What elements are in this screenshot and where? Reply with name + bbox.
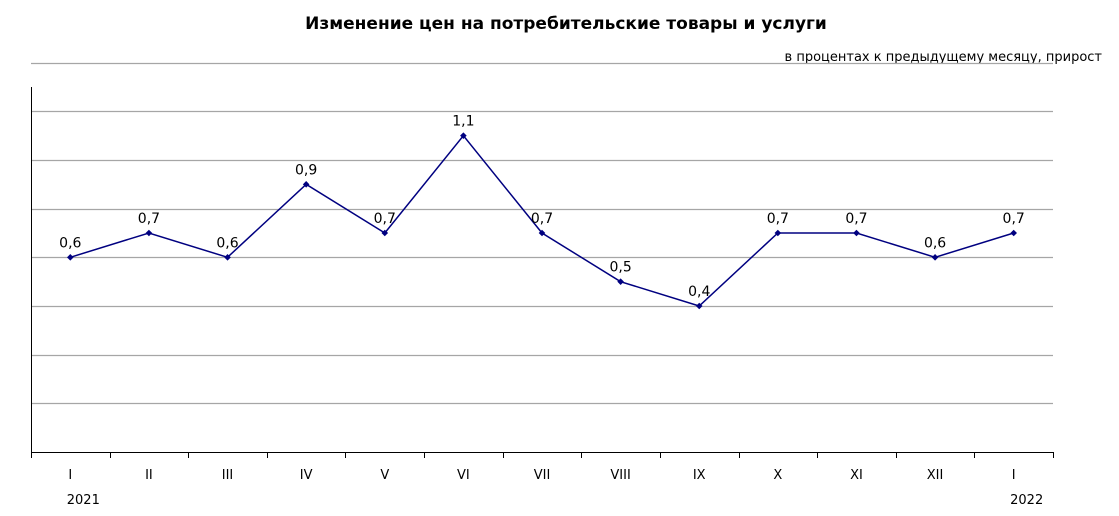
x-tick-label: X xyxy=(773,468,782,483)
data-point-marker xyxy=(617,278,624,285)
data-label: 0,7 xyxy=(374,211,396,227)
series-group xyxy=(67,132,1017,310)
year-label: 2022 xyxy=(1010,493,1043,508)
x-axis-ticks xyxy=(31,452,1054,458)
year-labels: 2021 2022 xyxy=(67,493,1043,508)
data-label: 0,7 xyxy=(767,211,789,227)
data-label: 0,7 xyxy=(138,211,160,227)
year-label: 2021 xyxy=(67,493,100,508)
data-label: 0,9 xyxy=(295,162,317,178)
data-point-marker xyxy=(538,229,546,237)
x-tick-label: I xyxy=(68,468,72,483)
data-label: 0,7 xyxy=(531,211,553,227)
data-point-marker xyxy=(224,254,231,261)
x-tick-label: I xyxy=(1012,468,1016,483)
data-point-marker xyxy=(67,254,74,261)
data-point-marker xyxy=(853,229,860,237)
data-labels: 0,6 0,7 0,6 0,9 0,7 1,1 0,7 0,5 0,4 0,7 0,7 0,6 0,7 xyxy=(59,114,1025,300)
x-tick-label: XII xyxy=(927,468,944,483)
x-tick-label: III xyxy=(222,468,234,483)
data-label: 0,6 xyxy=(59,235,81,251)
data-label: 0,7 xyxy=(1003,211,1025,227)
data-label: 1,1 xyxy=(452,114,474,130)
data-label: 0,7 xyxy=(845,211,867,227)
data-point-marker xyxy=(302,181,310,188)
x-tick-label: VIII xyxy=(610,468,630,483)
data-label: 0,4 xyxy=(688,284,710,300)
data-point-marker xyxy=(381,229,389,237)
data-point-marker xyxy=(931,254,939,261)
chart-subtitle: в процентах к предыдущему месяцу, прирос… xyxy=(785,50,1103,65)
x-axis-labels: I II III IV V VI VII VIII IX X XI XII I xyxy=(68,468,1015,483)
data-label: 0,5 xyxy=(609,260,631,276)
data-point-marker xyxy=(1010,229,1017,237)
x-tick-label: XI xyxy=(850,468,863,483)
gridlines xyxy=(31,62,1053,405)
x-tick-label: VI xyxy=(457,468,470,483)
x-tick-label: II xyxy=(145,468,153,483)
x-tick-label: V xyxy=(380,468,389,483)
chart-title: Изменение цен на потребительские товары … xyxy=(305,14,827,34)
x-tick-label: IV xyxy=(300,468,313,483)
x-tick-label: IX xyxy=(693,468,706,483)
data-point-marker xyxy=(695,302,703,310)
data-label: 0,6 xyxy=(924,235,946,251)
data-point-marker xyxy=(460,132,467,139)
axes xyxy=(31,87,1053,453)
data-label: 0,6 xyxy=(216,235,238,251)
data-point-marker xyxy=(145,229,153,237)
x-tick-label: VII xyxy=(534,468,551,483)
data-point-marker xyxy=(774,229,782,237)
